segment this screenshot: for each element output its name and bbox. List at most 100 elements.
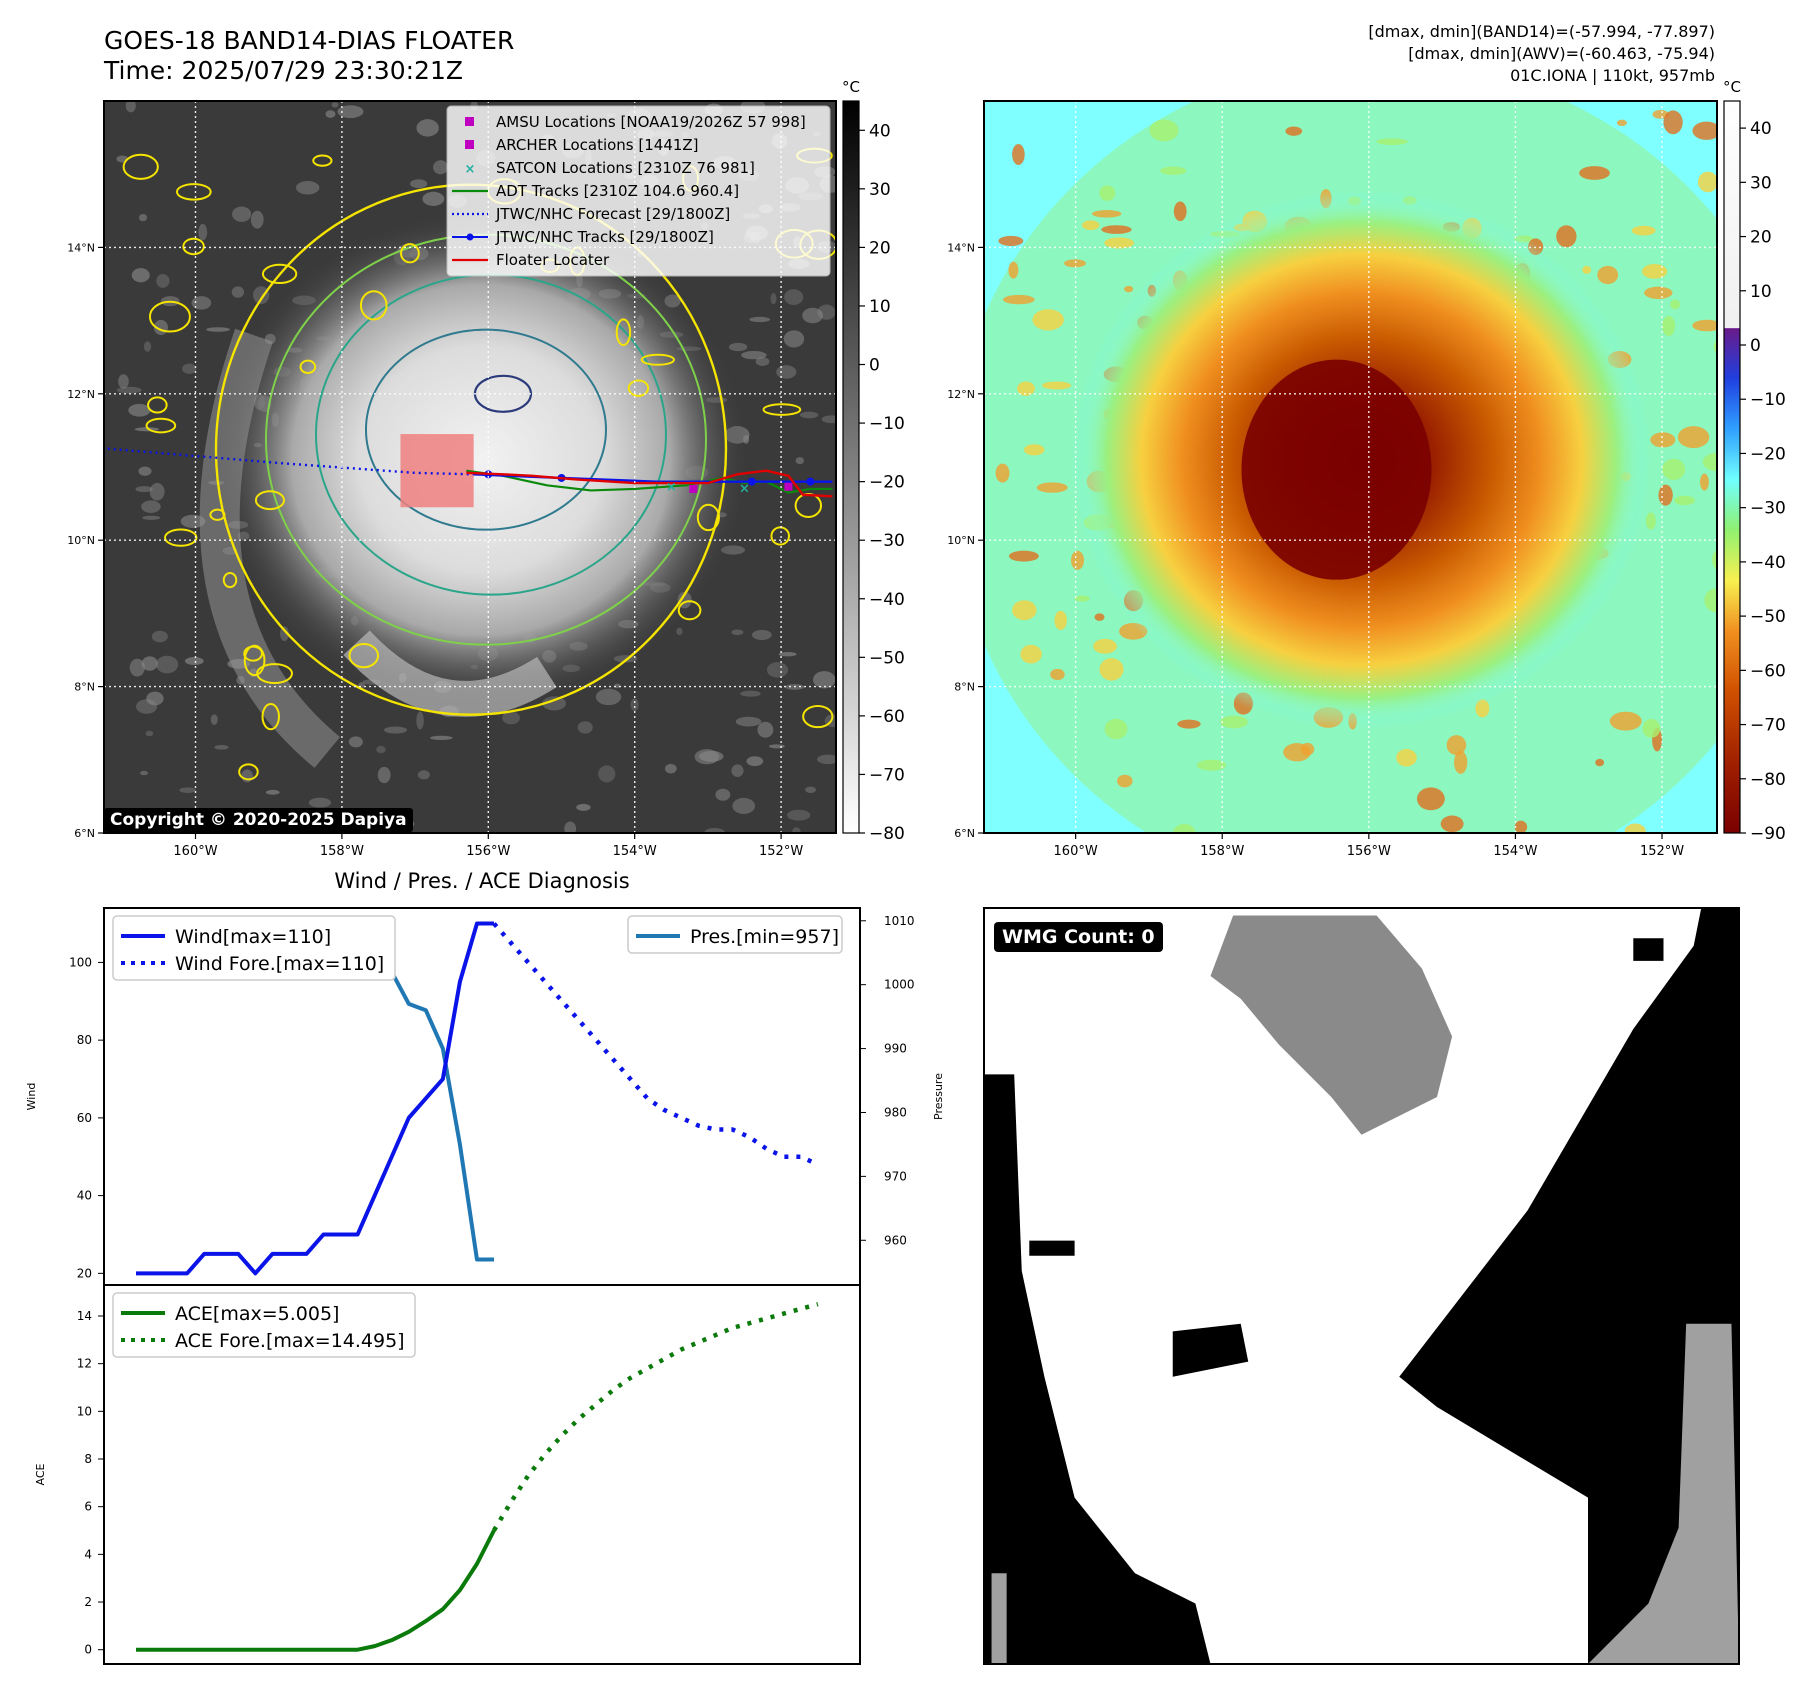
longitude-tick-label: 158°W (1200, 844, 1244, 859)
diagnosis-chart-panel: Wind / Pres. / ACE Diagnosis204060801009… (25, 869, 945, 1665)
amsu-location (689, 484, 698, 493)
title-line-time: Time: 2025/07/29 23:30:21Z (104, 56, 463, 85)
forecast-track (107, 447, 474, 476)
satcon-location: × (739, 481, 750, 496)
cloud-cell (1692, 319, 1717, 332)
cloud-speckle (184, 657, 204, 665)
cloud-speckle (191, 296, 212, 310)
enhanced-colorbar-warm (1724, 101, 1740, 329)
latitude-tick-label: 8°N (954, 681, 975, 694)
cloud-speckle (206, 327, 230, 332)
wmg-outer-region-right (1399, 908, 1739, 1664)
cloud-speckle (156, 655, 179, 674)
cloud-speckle (417, 770, 430, 780)
colorbar-tick-label: 20 (1750, 228, 1772, 248)
pressure-tick-label: 980 (884, 1105, 907, 1119)
cloud-cell (1692, 121, 1717, 140)
colorbar-tick-label: 10 (1750, 282, 1772, 302)
legend-label: SATCON Locations [2310Z 76 981] (496, 159, 755, 177)
cloud-cell (1054, 610, 1067, 630)
cloud-speckle (149, 482, 165, 501)
cloud-speckle (776, 365, 797, 379)
cloud-speckle (732, 797, 756, 815)
chart-legend-label: Wind[max=110] (175, 926, 331, 948)
colorbar-tick-label: 0 (869, 356, 880, 376)
map-title: GOES-18 BAND14-DIAS FLOATER Time: 2025/0… (104, 26, 514, 86)
contour-yellow-cell (148, 300, 191, 333)
colorbar-tick-label: −30 (1750, 499, 1786, 519)
cloud-speckle (250, 210, 264, 229)
wmg-shaded-region (1588, 1323, 1739, 1664)
cloud-cell (1579, 166, 1610, 180)
colorbar-tick-label: −50 (869, 648, 905, 668)
contour-yellow-cell (238, 763, 259, 781)
ace-tick-label: 0 (84, 1643, 92, 1657)
wmg-panel (983, 907, 1740, 1665)
contour-yellow-cell (312, 154, 333, 167)
cloud-speckle (182, 363, 197, 374)
cloud-cell (1099, 658, 1124, 681)
cloud-speckle (416, 711, 424, 730)
cloud-cell (1597, 265, 1619, 285)
wind-axis-label: Wind (25, 1083, 38, 1111)
wind-series-line (136, 921, 494, 1276)
cloud-cell (1446, 735, 1467, 756)
pressure-tick-label: 960 (884, 1233, 907, 1247)
cloud-cell (1008, 261, 1019, 279)
cloud-speckle (131, 268, 150, 283)
contour-yellow-cell (627, 379, 650, 397)
cloud-speckle (749, 316, 771, 323)
cloud-cell (1454, 750, 1468, 774)
cloud-cell (1024, 444, 1045, 456)
contour-yellow-cell (677, 600, 702, 621)
wmg-cold-patch (1633, 938, 1664, 961)
cloud-cell (1704, 588, 1717, 613)
colorbar-tick-label: 0 (1750, 336, 1761, 356)
cloud-speckle (135, 486, 153, 493)
cloud-speckle (410, 179, 428, 189)
contour-yellow-cell (145, 417, 177, 434)
cloud-speckle (664, 763, 677, 774)
best-track-point (806, 477, 815, 486)
contour-yellow-cell (802, 704, 834, 729)
colorbar-tick-label: −30 (869, 531, 905, 551)
enhanced-map-panel: 14°N 12°N 10°N 8°N 6°N 160°W 158°W 156°W 154°W 15… (947, 78, 1786, 859)
colorbar-tick-label: −10 (1750, 390, 1786, 410)
latitude-tick-label: 10°N (947, 534, 975, 547)
cloud-cell (1697, 171, 1717, 193)
cloud-speckle (138, 213, 148, 222)
cloud-cell (1712, 549, 1717, 571)
cloud-cell (1670, 299, 1681, 310)
cloud-cell (1017, 381, 1035, 396)
colorbar-tick-label: −60 (869, 707, 905, 727)
cloud-speckle (770, 292, 777, 305)
contour-yellow-cell (243, 645, 263, 662)
cloud-speckle (799, 411, 819, 419)
cloud-cell (1582, 265, 1592, 274)
cloud-speckle (778, 651, 797, 657)
longitude-tick-label: 154°W (1493, 844, 1537, 859)
cloud-cell (1440, 815, 1464, 833)
stat-line-awv: [dmax, dmin](AWV)=(-60.463, -75.94) (1408, 44, 1715, 63)
chart-legend-label: ACE Fore.[max=14.495] (175, 1330, 405, 1352)
cloud-cell (1074, 595, 1090, 602)
contour-yellow-cell (175, 183, 212, 201)
ir-map-frame (103, 100, 837, 834)
copyright-badge: Copyright © 2020-2025 Dapiya (104, 808, 413, 832)
cloud-speckle (241, 769, 253, 783)
colorbar-tick-label: 40 (1750, 119, 1772, 139)
latitude-tick-label: 10°N (67, 534, 95, 547)
ace-forecast-series-line (492, 1302, 819, 1532)
cloud-cell (1123, 285, 1134, 293)
cloud-speckle (746, 756, 764, 767)
cloud-speckle (821, 415, 836, 424)
cloud-speckle (731, 629, 744, 636)
cloud-cell (1177, 719, 1201, 729)
colorbar-unit: °C (842, 78, 860, 96)
contour-yellow-cell (299, 359, 317, 374)
cloud-speckle (816, 754, 836, 765)
cloud-cell (1173, 201, 1187, 222)
cloud-cell (1101, 225, 1132, 234)
longitude-tick-label: 158°W (320, 844, 364, 859)
